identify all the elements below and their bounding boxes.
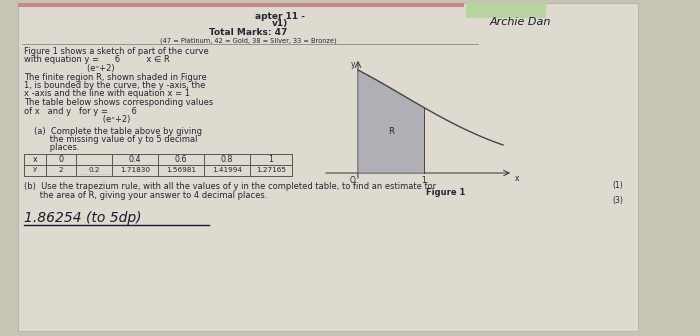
Text: y: y: [351, 60, 355, 69]
Bar: [466, 3, 547, 18]
Text: 1, is bounded by the curve, the y -axis, the: 1, is bounded by the curve, the y -axis,…: [24, 81, 205, 90]
Text: 0.2: 0.2: [88, 167, 99, 172]
Text: places.: places.: [34, 143, 80, 153]
Text: 1.71830: 1.71830: [120, 167, 150, 172]
Text: Archie Dan: Archie Dan: [490, 17, 552, 27]
Text: 1.41994: 1.41994: [212, 167, 242, 172]
Text: (eˣ+2): (eˣ+2): [24, 64, 115, 73]
Text: of x   and y   for y =         6: of x and y for y = 6: [24, 107, 137, 116]
Text: x: x: [515, 174, 519, 183]
Text: with equation y =      6          x ∈ R: with equation y = 6 x ∈ R: [24, 55, 169, 65]
Text: apter 11 -: apter 11 -: [255, 12, 305, 21]
Text: Figure 1: Figure 1: [426, 188, 466, 197]
Text: (eˣ+2): (eˣ+2): [24, 115, 130, 124]
Text: 1.86254 (to 5dp): 1.86254 (to 5dp): [24, 211, 141, 225]
Bar: [18, 3, 464, 7]
Text: v1): v1): [272, 19, 288, 28]
Text: 0.6: 0.6: [175, 156, 188, 165]
Text: Figure 1 shows a sketch of part of the curve: Figure 1 shows a sketch of part of the c…: [24, 47, 209, 56]
Bar: [18, 3, 638, 331]
Text: (b)  Use the trapezium rule, with all the values of y in the completed table, to: (b) Use the trapezium rule, with all the…: [24, 182, 436, 191]
Text: 1: 1: [269, 156, 274, 165]
Text: (a)  Complete the table above by giving: (a) Complete the table above by giving: [34, 126, 202, 135]
Text: (1): (1): [612, 181, 624, 190]
Text: 0.4: 0.4: [129, 156, 141, 165]
Text: the missing value of y to 5 decimal: the missing value of y to 5 decimal: [34, 135, 197, 144]
Polygon shape: [358, 70, 424, 173]
Text: The finite region R, shown shaded in Figure: The finite region R, shown shaded in Fig…: [24, 73, 207, 82]
Text: the area of R, giving your answer to 4 decimal places.: the area of R, giving your answer to 4 d…: [24, 191, 267, 200]
Text: (47 = Platinum, 42 = Gold, 38 = Silver, 33 = Bronze): (47 = Platinum, 42 = Gold, 38 = Silver, …: [160, 37, 337, 43]
Text: 1: 1: [421, 176, 426, 185]
Text: The table below shows corresponding values: The table below shows corresponding valu…: [24, 98, 214, 107]
Text: 2: 2: [59, 167, 63, 172]
Text: 0.8: 0.8: [220, 156, 233, 165]
Text: y: y: [33, 167, 37, 172]
Text: (3): (3): [612, 196, 624, 205]
Text: 1.56981: 1.56981: [166, 167, 196, 172]
Text: Total Marks: 47: Total Marks: 47: [209, 28, 287, 37]
Text: x -axis and the line with equation x = 1: x -axis and the line with equation x = 1: [24, 89, 190, 98]
Text: O: O: [349, 176, 355, 185]
Text: 0: 0: [59, 156, 64, 165]
Text: R: R: [388, 127, 394, 136]
Text: x: x: [33, 156, 37, 165]
Text: 1.27165: 1.27165: [256, 167, 286, 172]
